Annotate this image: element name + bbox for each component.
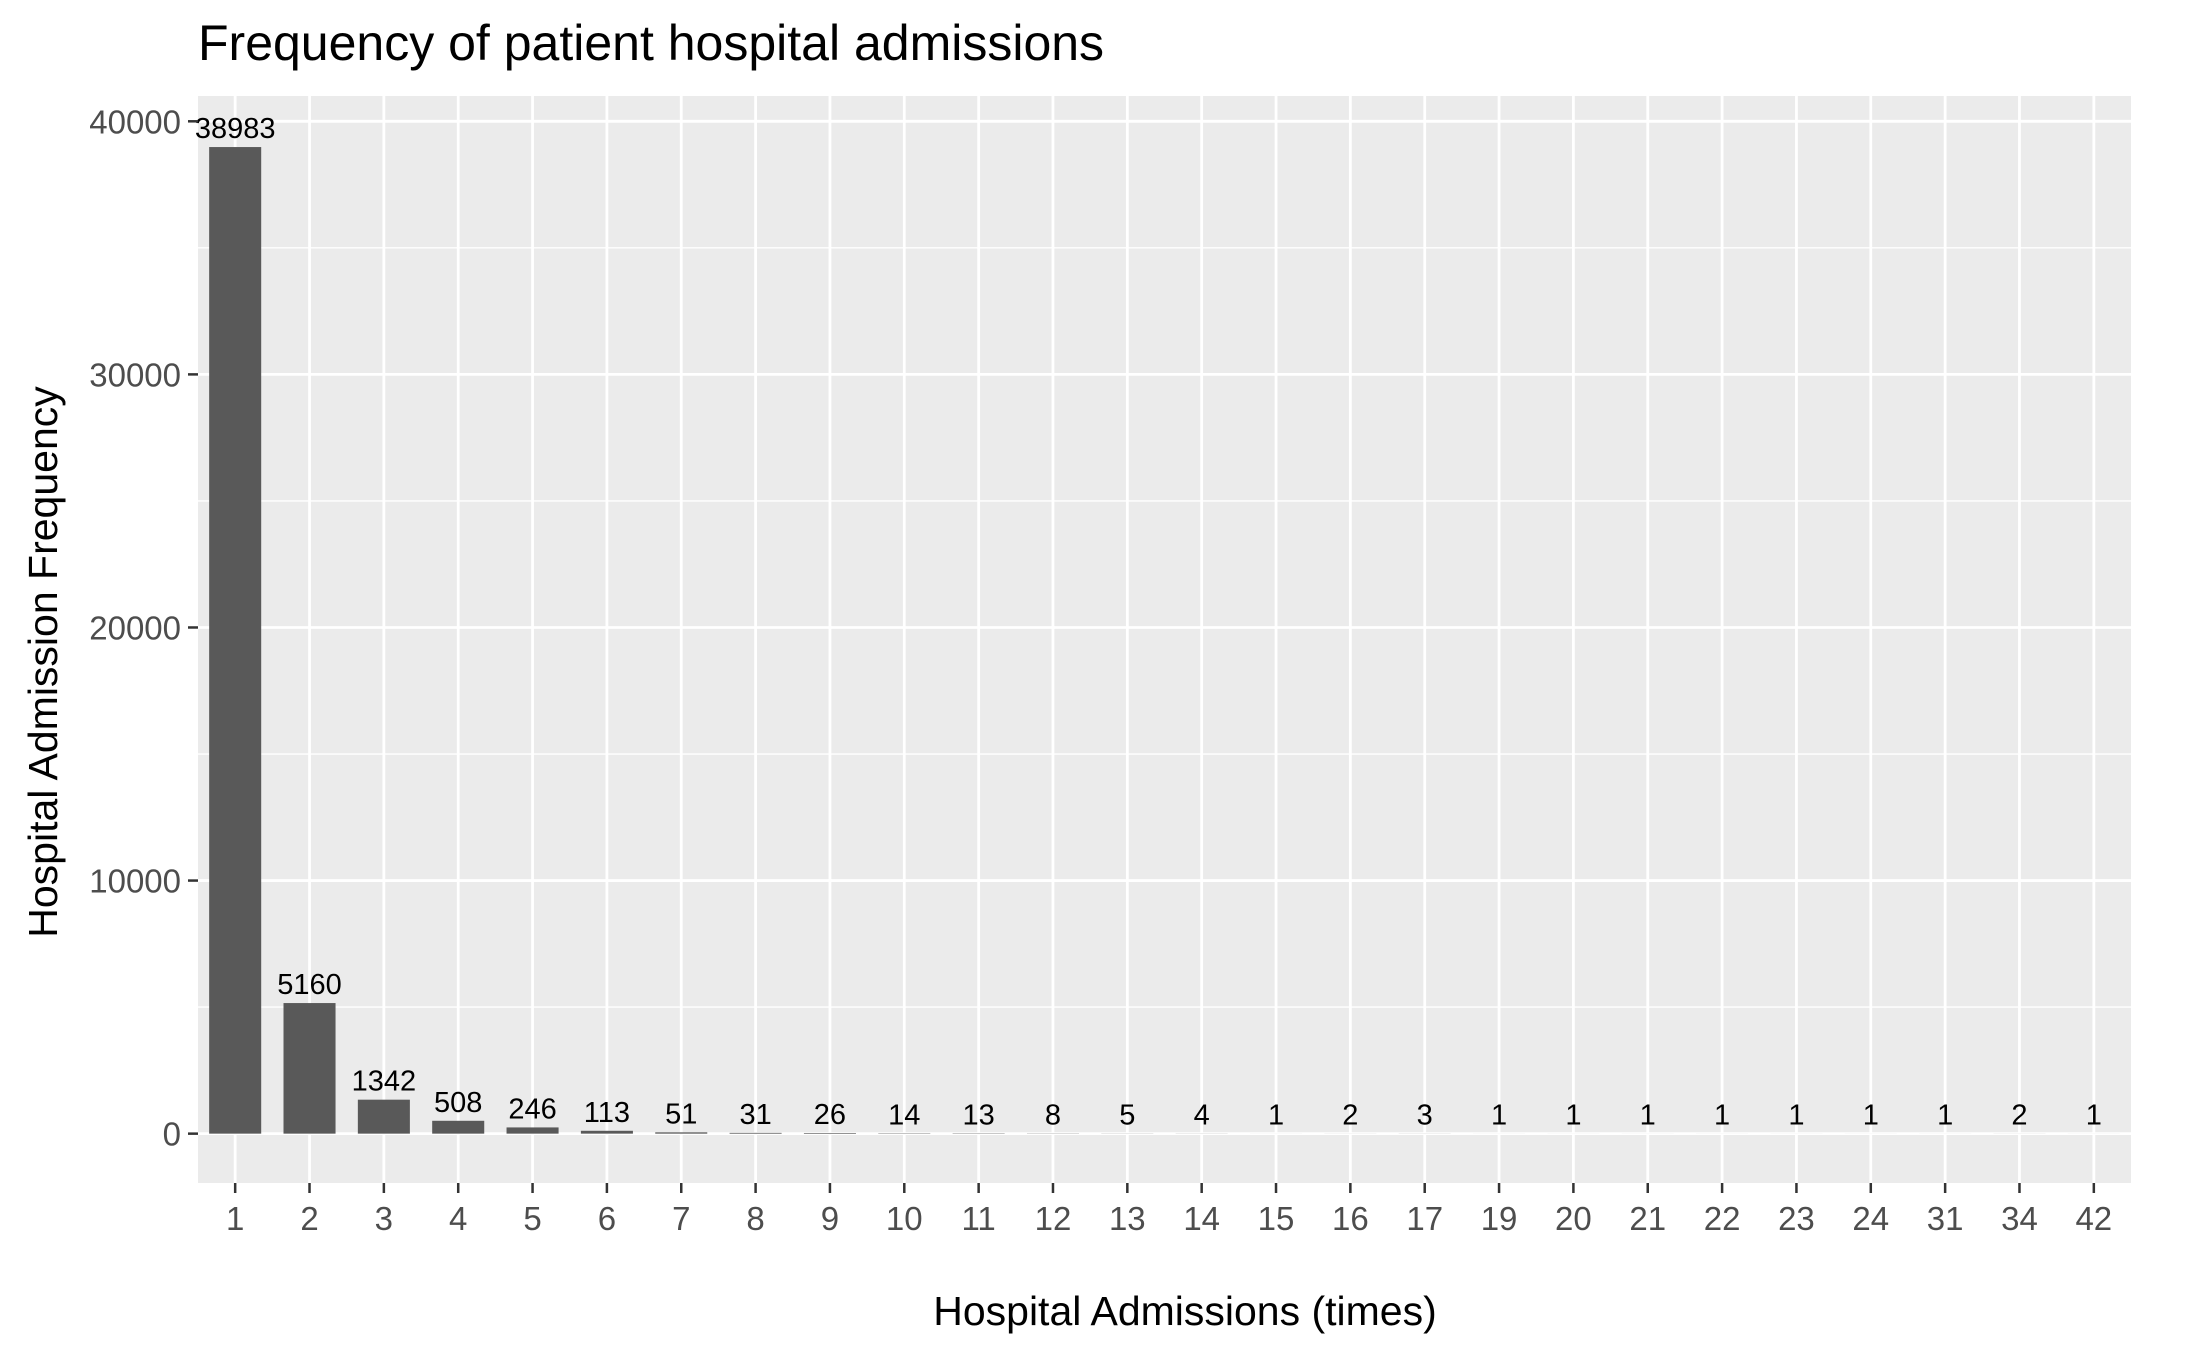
y-tick-label: 40000	[89, 103, 181, 140]
y-tick-label: 10000	[89, 863, 181, 900]
bar	[209, 147, 262, 1134]
x-tick-label: 9	[821, 1200, 839, 1237]
data-label: 1342	[352, 1066, 417, 1098]
x-tick-label: 20	[1555, 1200, 1592, 1237]
y-tick-label: 30000	[89, 356, 181, 393]
x-tick-label: 17	[1406, 1200, 1443, 1237]
data-label: 1	[1268, 1100, 1284, 1132]
bar	[729, 1132, 782, 1134]
x-tick-label: 24	[1852, 1200, 1889, 1237]
data-label: 1	[1491, 1100, 1507, 1132]
x-tick-label: 11	[962, 1200, 996, 1237]
data-label: 38983	[195, 113, 276, 145]
data-label: 5160	[277, 969, 342, 1001]
x-tick-label: 12	[1035, 1200, 1072, 1237]
x-tick-label: 7	[672, 1200, 690, 1237]
bar	[803, 1132, 856, 1134]
x-tick-label: 6	[598, 1200, 616, 1237]
bars	[209, 147, 2120, 1134]
chart-title: Frequency of patient hospital admissions	[198, 15, 1104, 71]
data-label: 51	[665, 1098, 697, 1130]
x-tick-label: 15	[1258, 1200, 1295, 1237]
y-axis-title: Hospital Admission Frequency	[20, 386, 66, 938]
data-label: 113	[584, 1097, 630, 1129]
data-label: 1	[1937, 1100, 1953, 1132]
x-tick-label: 34	[2001, 1200, 2038, 1237]
data-label: 4	[1194, 1100, 1210, 1132]
x-tick-label: 16	[1332, 1200, 1369, 1237]
plot-panel	[198, 96, 2131, 1183]
x-tick-label: 1	[226, 1200, 244, 1237]
data-label: 1	[1565, 1100, 1581, 1132]
data-label: 1	[1714, 1100, 1730, 1132]
data-label: 26	[814, 1099, 846, 1131]
bar	[506, 1127, 559, 1134]
data-label: 13	[963, 1099, 995, 1131]
data-label: 1	[1788, 1100, 1804, 1132]
data-label: 14	[888, 1099, 920, 1131]
x-tick-label: 22	[1704, 1200, 1741, 1237]
data-label: 3	[1417, 1100, 1433, 1132]
x-tick-label: 19	[1481, 1200, 1518, 1237]
data-label: 2	[1342, 1100, 1358, 1132]
data-label: 1	[1640, 1100, 1656, 1132]
data-label: 246	[508, 1093, 556, 1125]
bar	[580, 1130, 633, 1134]
x-tick-label: 13	[1109, 1200, 1146, 1237]
bar	[655, 1132, 708, 1134]
x-tick-label: 14	[1183, 1200, 1220, 1237]
x-tick-label: 2	[300, 1200, 318, 1237]
y-tick-label: 20000	[89, 609, 181, 646]
data-label: 5	[1119, 1100, 1135, 1132]
x-tick-label: 3	[375, 1200, 393, 1237]
x-tick-label: 21	[1629, 1200, 1666, 1237]
bar	[357, 1099, 410, 1134]
x-tick-label: 8	[746, 1200, 764, 1237]
data-label: 1	[1863, 1100, 1879, 1132]
x-tick-label: 10	[886, 1200, 923, 1237]
data-label: 31	[739, 1099, 771, 1131]
grid-lines	[198, 96, 2131, 1183]
y-tick-label: 0	[163, 1116, 181, 1153]
bar	[432, 1120, 485, 1134]
x-tick-label: 23	[1778, 1200, 1815, 1237]
x-tick-label: 42	[2075, 1200, 2112, 1237]
x-tick-label: 4	[449, 1200, 467, 1237]
x-tick-label: 31	[1927, 1200, 1964, 1237]
x-tick-label: 5	[523, 1200, 541, 1237]
data-label: 508	[434, 1087, 482, 1119]
data-label: 1	[2086, 1100, 2102, 1132]
data-label: 2	[2011, 1100, 2027, 1132]
bar	[283, 1003, 336, 1134]
data-label: 8	[1045, 1099, 1061, 1131]
x-axis-title: Hospital Admissions (times)	[933, 1288, 1437, 1334]
